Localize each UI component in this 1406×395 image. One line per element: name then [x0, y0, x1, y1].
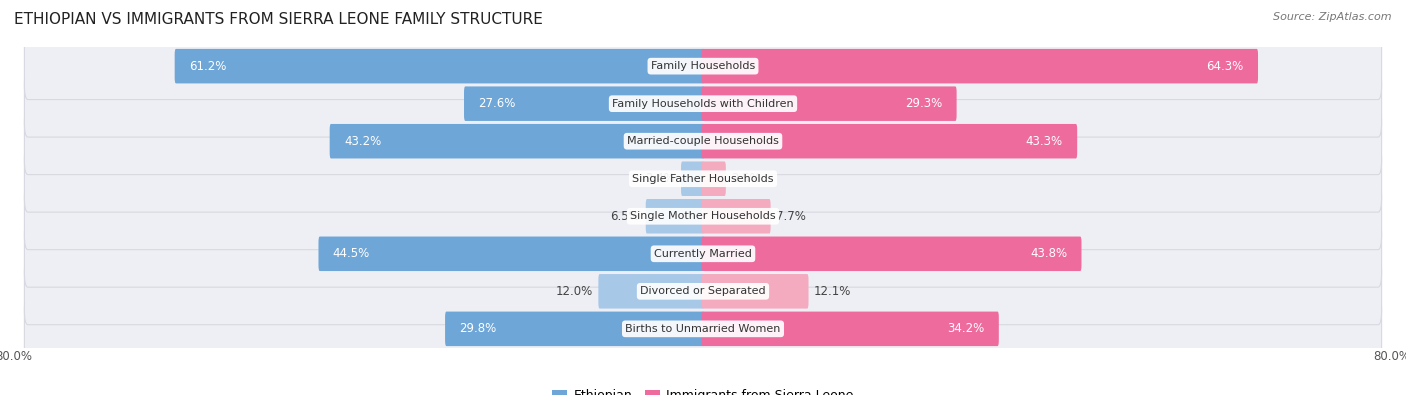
- FancyBboxPatch shape: [24, 33, 1382, 100]
- Text: 34.2%: 34.2%: [948, 322, 984, 335]
- FancyBboxPatch shape: [24, 70, 1382, 137]
- Text: ETHIOPIAN VS IMMIGRANTS FROM SIERRA LEONE FAMILY STRUCTURE: ETHIOPIAN VS IMMIGRANTS FROM SIERRA LEON…: [14, 12, 543, 27]
- Text: 44.5%: 44.5%: [333, 247, 370, 260]
- Text: 2.4%: 2.4%: [645, 172, 675, 185]
- Text: Currently Married: Currently Married: [654, 249, 752, 259]
- FancyBboxPatch shape: [702, 237, 1081, 271]
- FancyBboxPatch shape: [319, 237, 704, 271]
- Text: 64.3%: 64.3%: [1206, 60, 1244, 73]
- FancyBboxPatch shape: [702, 199, 770, 233]
- Text: 29.8%: 29.8%: [460, 322, 496, 335]
- FancyBboxPatch shape: [702, 87, 956, 121]
- Text: Family Households: Family Households: [651, 61, 755, 71]
- FancyBboxPatch shape: [24, 295, 1382, 362]
- FancyBboxPatch shape: [702, 162, 725, 196]
- Text: 29.3%: 29.3%: [905, 97, 942, 110]
- FancyBboxPatch shape: [24, 258, 1382, 325]
- Text: Births to Unmarried Women: Births to Unmarried Women: [626, 324, 780, 334]
- FancyBboxPatch shape: [702, 274, 808, 308]
- FancyBboxPatch shape: [681, 162, 704, 196]
- Text: 7.7%: 7.7%: [776, 210, 806, 223]
- FancyBboxPatch shape: [24, 108, 1382, 175]
- Text: Single Mother Households: Single Mother Households: [630, 211, 776, 221]
- Text: 43.3%: 43.3%: [1026, 135, 1063, 148]
- Legend: Ethiopian, Immigrants from Sierra Leone: Ethiopian, Immigrants from Sierra Leone: [547, 384, 859, 395]
- FancyBboxPatch shape: [329, 124, 704, 158]
- FancyBboxPatch shape: [702, 312, 998, 346]
- Text: Source: ZipAtlas.com: Source: ZipAtlas.com: [1274, 12, 1392, 22]
- Text: 43.2%: 43.2%: [344, 135, 381, 148]
- Text: 2.5%: 2.5%: [731, 172, 761, 185]
- FancyBboxPatch shape: [702, 49, 1258, 83]
- FancyBboxPatch shape: [645, 199, 704, 233]
- FancyBboxPatch shape: [174, 49, 704, 83]
- Text: 61.2%: 61.2%: [188, 60, 226, 73]
- FancyBboxPatch shape: [24, 183, 1382, 250]
- FancyBboxPatch shape: [599, 274, 704, 308]
- FancyBboxPatch shape: [24, 145, 1382, 212]
- Text: Married-couple Households: Married-couple Households: [627, 136, 779, 146]
- FancyBboxPatch shape: [24, 220, 1382, 287]
- Text: Divorced or Separated: Divorced or Separated: [640, 286, 766, 296]
- FancyBboxPatch shape: [446, 312, 704, 346]
- Text: Single Father Households: Single Father Households: [633, 174, 773, 184]
- FancyBboxPatch shape: [464, 87, 704, 121]
- Text: 43.8%: 43.8%: [1031, 247, 1067, 260]
- Text: 12.0%: 12.0%: [555, 285, 593, 298]
- Text: 6.5%: 6.5%: [610, 210, 640, 223]
- Text: 12.1%: 12.1%: [814, 285, 852, 298]
- Text: Family Households with Children: Family Households with Children: [612, 99, 794, 109]
- FancyBboxPatch shape: [702, 124, 1077, 158]
- Text: 27.6%: 27.6%: [478, 97, 516, 110]
